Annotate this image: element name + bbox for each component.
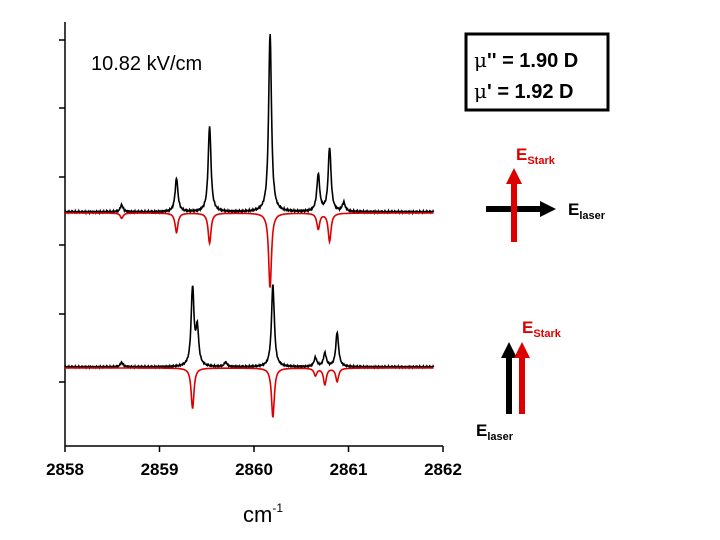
spectra: [64, 33, 435, 418]
x-tick-label: 2859: [141, 460, 179, 479]
series-line-perpendicular-simulation: [65, 212, 434, 288]
laser-field-arrowhead: [540, 201, 556, 217]
e-stark-label: EStark: [522, 318, 562, 340]
x-tick-label: 2862: [424, 460, 462, 479]
x-tick-label: 2858: [46, 460, 84, 479]
e-stark-label: EStark: [516, 145, 556, 167]
stark-field-arrowhead: [514, 342, 530, 358]
stark-field-arrowhead: [506, 168, 522, 184]
axes: 2858 2859 2860 2861 2862: [46, 22, 462, 479]
chart-title: 10.82 kV/cm: [91, 53, 202, 75]
excited-state-dipole: ' = 1.92 D: [487, 81, 573, 103]
dipole-legend: μ'' = 1.90 D μ' = 1.92 D: [464, 32, 610, 112]
x-ticks: 2858 2859 2860 2861 2862: [46, 446, 462, 479]
laser-field-arrowhead: [501, 342, 517, 358]
x-tick-label: 2861: [330, 460, 368, 479]
ground-state-dipole: '' = 1.90 D: [487, 50, 578, 72]
x-axis-label: cm-1: [243, 501, 283, 527]
e-laser-label: Elaser: [476, 421, 514, 443]
dipole-legend-line1: μ'' = 1.90 D: [474, 48, 578, 72]
e-laser-label: Elaser: [568, 200, 606, 222]
polarization-diagram-parallel: EStark Elaser: [476, 318, 562, 443]
series-line-parallel-simulation: [65, 367, 434, 418]
x-tick-label: 2860: [235, 460, 273, 479]
dipole-legend-line2: μ' = 1.92 D: [474, 79, 573, 103]
mu-symbol: μ: [474, 48, 487, 72]
dipole-legend-box: [464, 32, 610, 112]
polarization-diagram-perpendicular: EStark Elaser: [486, 145, 606, 242]
mu-symbol: μ: [474, 79, 487, 103]
series-line-parallel-experiment: [64, 284, 435, 370]
series-line-perpendicular-experiment: [64, 33, 435, 216]
